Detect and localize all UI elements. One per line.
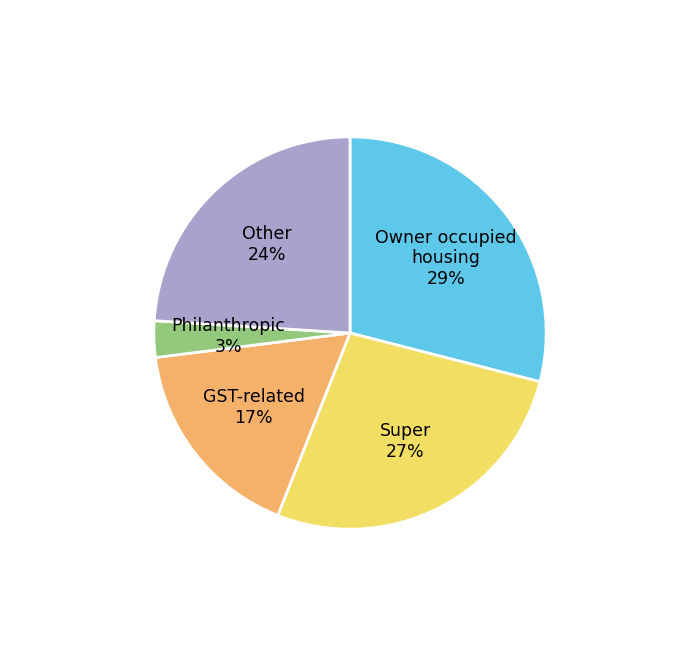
- Text: Owner occupied
housing
29%: Owner occupied housing 29%: [375, 228, 517, 288]
- Text: Super
27%: Super 27%: [379, 422, 430, 461]
- Wedge shape: [350, 137, 546, 382]
- Wedge shape: [154, 321, 350, 358]
- Wedge shape: [278, 333, 540, 529]
- Wedge shape: [154, 137, 350, 333]
- Wedge shape: [155, 333, 350, 515]
- Text: GST-related
17%: GST-related 17%: [203, 388, 305, 427]
- Text: Other
24%: Other 24%: [242, 225, 292, 264]
- Text: Philanthropic
3%: Philanthropic 3%: [172, 318, 286, 356]
